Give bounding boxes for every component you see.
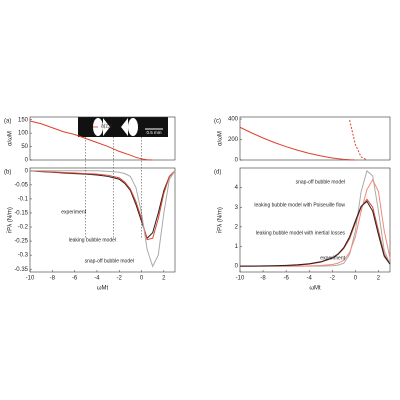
y-tick-label: -0.05 [14,182,28,188]
y-tick-label: -0.25 [14,239,28,245]
x-tick-label: -6 [283,276,289,282]
y-tick-label: 200 [228,137,239,143]
y-tick-label: -0.35 [14,267,28,273]
y-tick-label: 400 [228,117,239,123]
axes-frame [239,167,391,273]
inset-scale: 0.5 mm [146,130,161,135]
y-tick-label: -0.2 [18,225,29,231]
x-tick-label: 0 [354,276,358,282]
x-tick-label: -6 [72,276,78,282]
y-tick-label: 0 [25,158,29,164]
y-tick-label: -0.15 [14,211,28,217]
x-tick-label: -8 [50,276,56,282]
panel-label: (c) [214,119,221,125]
x-axis-label: ωMt [97,286,109,292]
x-tick-label: -10 [236,276,245,282]
x-tick-label: -10 [26,276,35,282]
inset [78,117,168,137]
annotation: leaking bubble model [69,237,116,243]
y-tick-label: 3 [235,205,239,211]
data-line [240,178,391,267]
panel-label: (a) [4,119,11,125]
x-tick-label: -8 [260,276,266,282]
y-tick-label: 1 [235,244,239,250]
data-line [349,119,368,161]
x-tick-label: -4 [94,276,100,282]
x-tick-label: 2 [162,276,166,282]
y-tick-label: 150 [18,117,29,123]
annotation: leaking bubble model with inertial losse… [256,230,346,236]
x-tick-label: -4 [307,276,313,282]
y-tick-label: 100 [18,131,29,137]
annotation: leaking bubble model with Poiseuille flo… [254,202,345,208]
annotation: snap-off bubble model [85,258,134,264]
panel-label: (d) [214,170,221,176]
annotation: snap-off bubble model [296,179,345,185]
x-axis-label: ωMt [309,286,321,292]
y-tick-label: 50 [21,144,28,150]
panel-label: (b) [4,170,11,176]
y-tick-label: 2 [235,224,239,230]
axes-frame [29,116,176,161]
data-line [29,120,153,161]
annotation: experiment [61,209,86,215]
annotation: experiment [320,255,345,261]
y-axis-label: r̄Pλ (N/m) [217,207,224,233]
x-tick-label: -2 [330,276,336,282]
y-tick-label: 0 [235,264,239,270]
x-tick-label: 2 [377,276,381,282]
y-tick-label: 0 [235,158,239,164]
data-line [29,170,176,240]
y-tick-label: 0 [25,168,29,174]
y-axis-label: α/ωM [8,131,14,146]
data-line [29,170,176,241]
x-tick-label: -2 [117,276,123,282]
axes-frame [29,167,176,273]
inset-label: a(z,t) [101,123,113,129]
data-line [30,170,176,268]
y-axis-label: r̄Pλ (N/m) [7,207,14,233]
data-line [240,200,391,267]
data-line [239,126,356,161]
y-tick-label: -0.1 [18,196,29,202]
y-tick-label: 4 [235,185,239,191]
y-axis-label: α/ωM [218,131,224,146]
x-tick-label: 0 [140,276,144,282]
y-tick-label: -0.3 [18,253,29,259]
axes-frame [239,116,391,161]
